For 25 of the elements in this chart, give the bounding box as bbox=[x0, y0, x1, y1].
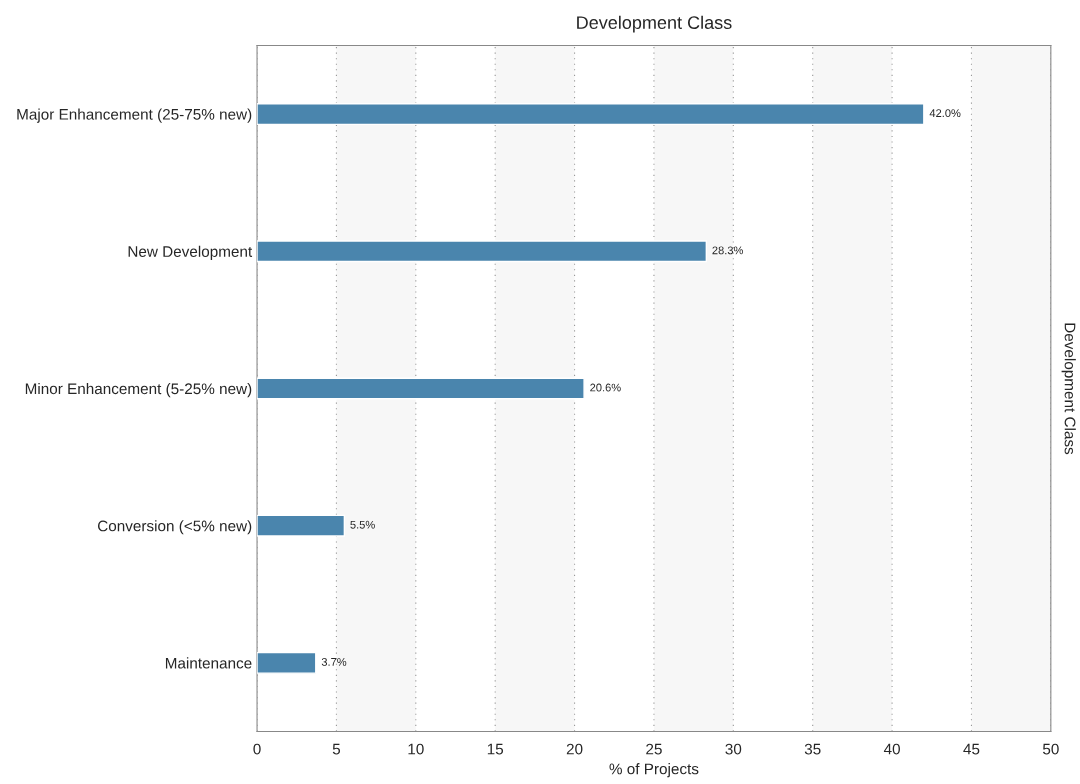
y-tick-label: Maintenance bbox=[165, 657, 252, 669]
x-tick-label: 15 bbox=[487, 743, 504, 755]
data-label: 28.3% bbox=[712, 246, 743, 255]
bar bbox=[257, 651, 317, 674]
x-tick-label: 40 bbox=[883, 743, 900, 755]
y-tick-label: Conversion (<5% new) bbox=[97, 520, 252, 535]
x-tick-label: 10 bbox=[408, 743, 424, 755]
y-tick-label: New Development bbox=[128, 245, 253, 260]
y-tick-label: Minor Enhancement (5-25% new) bbox=[25, 382, 252, 398]
x-axis-title: % of Projects bbox=[609, 763, 699, 778]
data-label: 20.6% bbox=[590, 383, 621, 392]
x-tick-label: 20 bbox=[566, 743, 583, 755]
data-label: 42.0% bbox=[929, 109, 961, 118]
x-tick-label: 25 bbox=[646, 743, 662, 755]
x-tick-label: 50 bbox=[1042, 743, 1059, 755]
data-label: 3.7% bbox=[321, 657, 347, 666]
data-label: 5.5% bbox=[350, 520, 375, 529]
x-tick-label: 30 bbox=[725, 743, 742, 755]
x-tick-label: 45 bbox=[963, 743, 980, 755]
x-tick-label: 5 bbox=[332, 743, 341, 755]
y-axis-title: Development Class bbox=[1061, 323, 1076, 455]
x-tick-label: 0 bbox=[253, 743, 261, 755]
chart-title: Development Class bbox=[577, 15, 732, 33]
y-tick-label: Major Enhancement (25-75% new) bbox=[17, 108, 252, 123]
x-tick-label: 35 bbox=[804, 743, 821, 755]
